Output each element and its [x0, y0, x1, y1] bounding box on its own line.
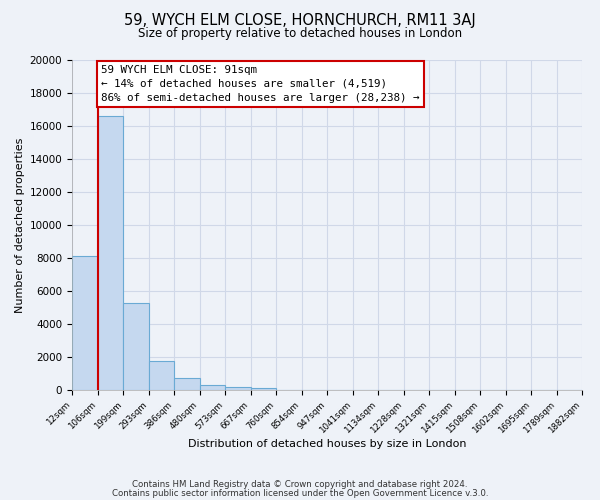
- Bar: [149, 361, 174, 390]
- Bar: [97, 116, 123, 390]
- Bar: [72, 256, 97, 390]
- Text: Size of property relative to detached houses in London: Size of property relative to detached ho…: [138, 28, 462, 40]
- Y-axis label: Number of detached properties: Number of detached properties: [16, 138, 25, 312]
- Bar: [123, 302, 149, 390]
- Text: Contains HM Land Registry data © Crown copyright and database right 2024.: Contains HM Land Registry data © Crown c…: [132, 480, 468, 489]
- Text: Contains public sector information licensed under the Open Government Licence v.: Contains public sector information licen…: [112, 488, 488, 498]
- Bar: [199, 385, 225, 390]
- Bar: [251, 388, 276, 390]
- Text: 59, WYCH ELM CLOSE, HORNCHURCH, RM11 3AJ: 59, WYCH ELM CLOSE, HORNCHURCH, RM11 3AJ: [124, 12, 476, 28]
- Text: 59 WYCH ELM CLOSE: 91sqm
← 14% of detached houses are smaller (4,519)
86% of sem: 59 WYCH ELM CLOSE: 91sqm ← 14% of detach…: [101, 65, 420, 103]
- Bar: [174, 378, 199, 390]
- Bar: [225, 387, 251, 390]
- X-axis label: Distribution of detached houses by size in London: Distribution of detached houses by size …: [188, 439, 466, 449]
